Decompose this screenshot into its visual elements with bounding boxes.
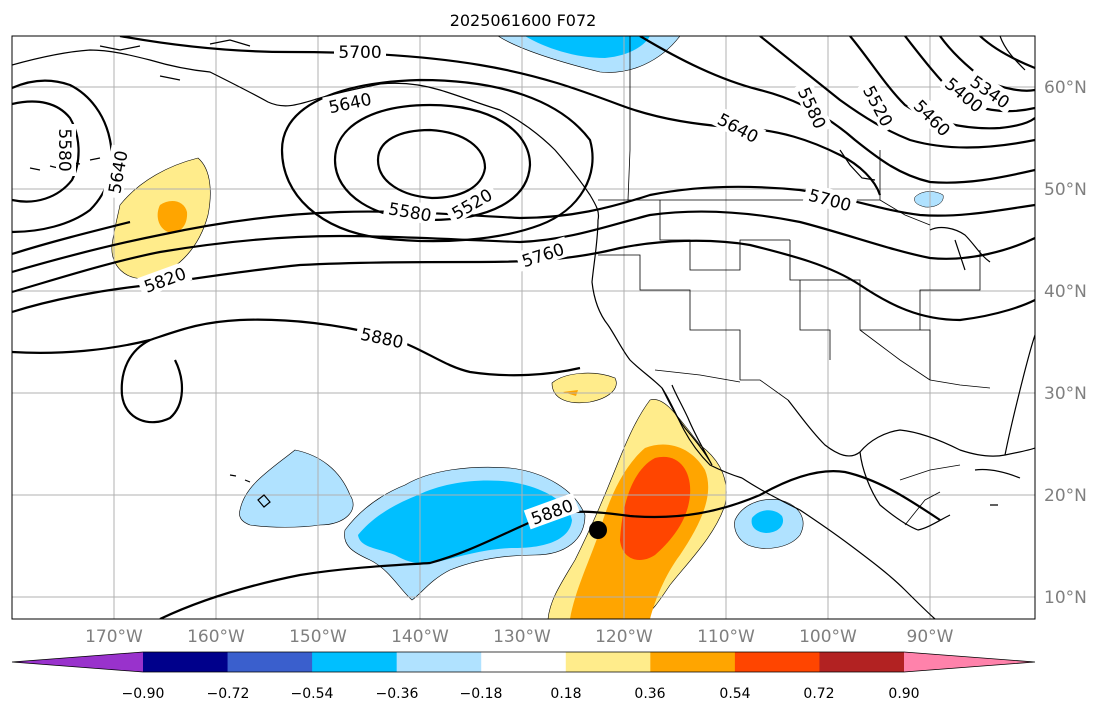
- colorbar-segment: [227, 652, 313, 672]
- lon-label: 170°W: [85, 627, 143, 647]
- colorbar-tick-label: 0.18: [550, 686, 581, 702]
- lon-label: 90°W: [907, 627, 954, 647]
- colorbar-tick-label: 0.72: [803, 686, 834, 702]
- lon-label: 120°W: [595, 627, 653, 647]
- colorbar-tick-label: −0.90: [122, 686, 165, 702]
- colorbar-tick-label: −0.36: [376, 686, 419, 702]
- colorbar-segment: [143, 652, 229, 672]
- lat-label: 40°N: [1044, 282, 1087, 302]
- lat-label: 20°N: [1044, 486, 1087, 506]
- map-title: 2025061600 F072: [450, 11, 597, 30]
- colorbar-segment: [396, 652, 482, 672]
- latitude-labels: 60°N 50°N 40°N 30°N 20°N 10°N: [1044, 78, 1087, 608]
- colorbar: [11, 651, 1036, 673]
- contour-label: 5580: [54, 128, 74, 171]
- colorbar-tick-label: −0.72: [207, 686, 250, 702]
- lon-label: 100°W: [799, 627, 857, 647]
- anomaly-shading: [111, 36, 944, 619]
- colorbar-segment: [565, 652, 651, 672]
- colorbar-tick-labels: −0.90 −0.72 −0.54 −0.36 −0.18 0.18 0.36 …: [122, 686, 920, 702]
- lon-label: 150°W: [289, 627, 347, 647]
- colorbar-tick-label: 0.54: [719, 686, 750, 702]
- contour-label: 5700: [338, 43, 381, 63]
- colorbar-segment: [312, 652, 398, 672]
- lat-label: 60°N: [1044, 78, 1087, 98]
- colorbar-tick-label: 0.36: [634, 686, 665, 702]
- colorbar-segment: [734, 652, 820, 672]
- colorbar-segment: [481, 652, 567, 672]
- height-contours: [12, 36, 1035, 619]
- colorbar-tick-label: 0.90: [888, 686, 919, 702]
- colorbar-segment: [819, 652, 905, 672]
- colorbar-segment: [904, 652, 1035, 672]
- graticule: [12, 36, 1035, 619]
- lon-label: 130°W: [493, 627, 551, 647]
- map-panel: 5700 5640 5580 5520 5580 5640 5820 5760 …: [12, 36, 1035, 619]
- colorbar-tick-label: −0.18: [460, 686, 503, 702]
- lat-label: 10°N: [1044, 588, 1087, 608]
- map-frame: [11, 35, 1036, 620]
- colorbar-outline: [11, 651, 1036, 673]
- lat-label: 50°N: [1044, 180, 1087, 200]
- lon-label: 140°W: [391, 627, 449, 647]
- lon-label: 160°W: [187, 627, 245, 647]
- storm-center-marker: [589, 521, 607, 539]
- longitude-labels: 170°W 160°W 150°W 140°W 130°W 120°W 110°…: [85, 627, 954, 647]
- colorbar-segment: [12, 652, 143, 672]
- lat-label: 30°N: [1044, 384, 1087, 404]
- borders: [598, 36, 991, 526]
- lon-label: 110°W: [697, 627, 755, 647]
- colorbar-tick-label: −0.54: [291, 686, 334, 702]
- colorbar-segment: [650, 652, 736, 672]
